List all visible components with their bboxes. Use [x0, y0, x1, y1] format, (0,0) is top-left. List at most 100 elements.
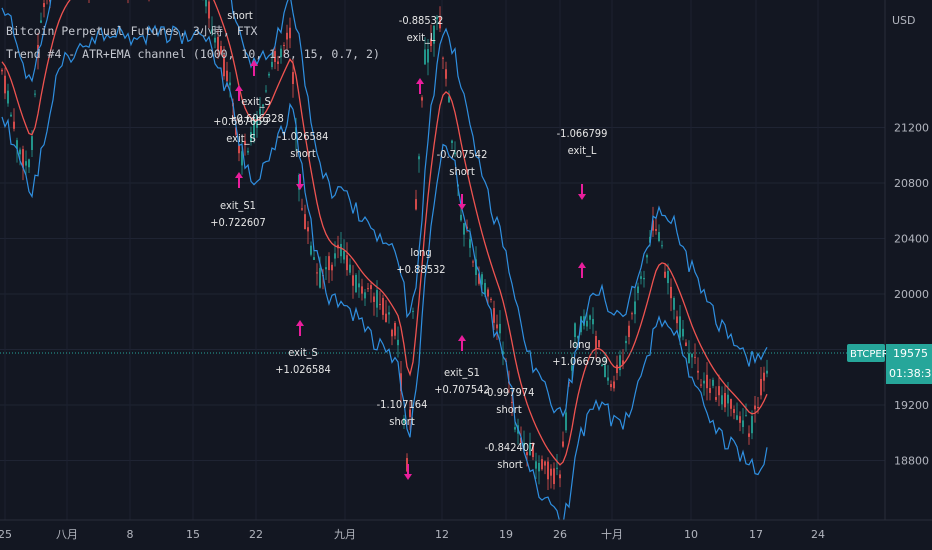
signal-markers	[235, 60, 586, 480]
candle-body	[613, 381, 615, 389]
candle-body	[565, 412, 567, 431]
candle-body	[526, 452, 528, 456]
candle-body	[250, 132, 252, 143]
signal-value: +0.88532	[396, 263, 445, 276]
candle-body	[367, 288, 369, 290]
candle-body	[442, 57, 444, 59]
candle-body	[424, 49, 426, 65]
candle-body	[433, 25, 435, 44]
candle-body	[343, 251, 345, 260]
candle-body	[469, 239, 471, 248]
price-tick-label: 20800	[894, 177, 929, 190]
indicator-title[interactable]: Trend #4 - ATR+EMA channel (1000, 10, 1.…	[6, 47, 380, 61]
time-axis[interactable]	[0, 520, 932, 550]
candle-body	[496, 324, 498, 329]
candle-body	[454, 152, 456, 154]
candle-body	[502, 351, 504, 355]
signal-value: +1.066799	[552, 355, 608, 368]
candle-body	[667, 270, 669, 284]
candle-body	[490, 298, 492, 300]
candle-body	[703, 380, 705, 384]
candle-body	[10, 114, 12, 117]
signal-label: short	[496, 403, 522, 416]
signal-label: long	[410, 246, 431, 259]
candle-body	[4, 75, 6, 94]
candle-body	[631, 313, 633, 315]
signal-label: exit_S1	[444, 366, 480, 379]
signal-value: +0.606328	[228, 112, 284, 125]
candle-body	[763, 372, 765, 381]
candle-body	[637, 286, 639, 293]
candle-body	[277, 61, 279, 64]
candle-body	[445, 69, 447, 79]
candle-body	[349, 264, 351, 273]
candle-body	[271, 61, 273, 68]
chart-legend: Bitcoin Perpetual Futures, 3小時, FTX Tren…	[6, 20, 380, 66]
candle-body	[247, 150, 249, 153]
candle-body	[604, 365, 606, 378]
candle-body	[376, 290, 378, 308]
signal-label: short	[449, 165, 475, 178]
signal-arrow	[235, 85, 243, 91]
signal-value: -0.997974	[484, 386, 535, 399]
signal-arrow	[296, 320, 304, 326]
candle-body	[229, 82, 231, 86]
candle-body	[673, 298, 675, 310]
candle-body	[487, 289, 489, 297]
signal-value: -0.88532	[399, 14, 443, 27]
candle-body	[757, 407, 759, 409]
candle-body	[238, 144, 240, 154]
candle-body	[346, 255, 348, 271]
candle-body	[718, 386, 720, 396]
signal-arrow	[250, 60, 258, 66]
candle-body	[676, 316, 678, 324]
candle-body	[646, 255, 648, 258]
price-tick-label: 20400	[894, 233, 929, 246]
candle-body	[268, 73, 270, 76]
candle-body	[586, 320, 588, 327]
candle-body	[709, 387, 711, 393]
candle-body	[724, 392, 726, 408]
candle-body	[307, 227, 309, 232]
price-tick-label: 21200	[894, 122, 929, 135]
signal-label: exit_S	[226, 132, 256, 145]
signal-label: exit_S	[288, 346, 318, 359]
candle-body	[328, 256, 330, 271]
currency-label: USD	[892, 14, 916, 27]
candle-body	[448, 96, 450, 103]
candle-body	[745, 415, 747, 417]
candle-body	[223, 54, 225, 77]
candle-body	[280, 48, 282, 58]
candle-body	[472, 261, 474, 263]
candle-body	[259, 108, 261, 115]
price-axis[interactable]	[885, 0, 932, 520]
candle-body	[592, 318, 594, 325]
signal-value: +0.707542	[434, 383, 490, 396]
candle-body	[541, 459, 543, 470]
candle-body	[733, 409, 735, 413]
candle-body	[523, 443, 525, 449]
candle-body	[622, 360, 624, 365]
candle-body	[616, 364, 618, 374]
signal-arrow	[404, 474, 412, 480]
candle-body	[553, 468, 555, 485]
signal-value: -1.066799	[557, 127, 608, 140]
signal-label: long	[569, 338, 590, 351]
time-tick-label: 十月	[601, 527, 623, 541]
candle-body	[331, 264, 333, 271]
candle-body	[325, 267, 327, 270]
candle-body	[16, 140, 18, 149]
candle-body	[412, 310, 414, 312]
signal-value: +0.667659	[213, 115, 269, 128]
symbol-title[interactable]: Bitcoin Perpetual Futures, 3小時, FTX	[6, 24, 258, 38]
time-tick-label: 10	[684, 528, 698, 541]
candle-body	[664, 271, 666, 278]
candle-body	[385, 313, 387, 323]
candle-body	[670, 286, 672, 299]
candle-body	[379, 303, 381, 305]
candle-body	[301, 208, 303, 210]
candle-body	[574, 323, 576, 337]
candle-body	[484, 282, 486, 295]
candle-body	[559, 474, 561, 479]
